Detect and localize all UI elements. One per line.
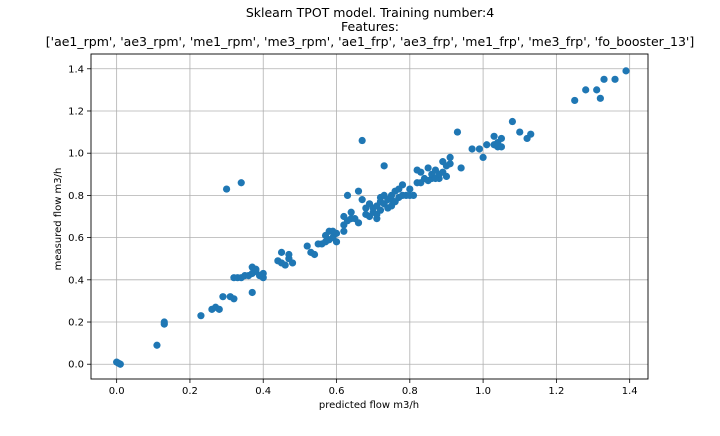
y-axis-label: measured flow m3/h [53, 168, 64, 271]
plot-frame [90, 53, 649, 380]
x-tick-label: 0.4 [255, 386, 271, 397]
y-tick-label: 0.4 [68, 275, 84, 286]
data-point [497, 143, 506, 151]
data-point [153, 341, 161, 349]
data-point [622, 67, 630, 75]
data-point [446, 153, 454, 162]
data-point [571, 96, 579, 105]
data-point [409, 191, 418, 199]
data-point [285, 250, 293, 259]
data-point [468, 145, 476, 153]
data-point [197, 312, 205, 320]
y-tick-label: 0.2 [68, 318, 84, 329]
data-point [288, 259, 297, 267]
data-point [281, 261, 289, 269]
data-point [222, 185, 231, 193]
data-point [442, 172, 451, 181]
x-tick-label: 1.4 [622, 386, 638, 397]
chart-title-line-3: ['ae1_rpm', 'ae3_rpm', 'me1_rpm', 'me3_r… [46, 34, 695, 49]
data-point [277, 248, 286, 256]
data-point [248, 288, 256, 297]
data-point [424, 164, 432, 172]
x-tick-label: 0.0 [109, 386, 125, 397]
data-point [303, 242, 311, 250]
data-point [332, 238, 341, 246]
data-point [380, 162, 388, 170]
data-point [453, 128, 462, 136]
grid [91, 54, 648, 379]
data-point [516, 128, 524, 136]
x-tick-label: 1.2 [548, 386, 564, 397]
data-point [527, 130, 535, 138]
data-point [593, 86, 601, 94]
y-axis-ticks: 0.0 0.2 0.4 0.6 0.8 1.0 1.2 1.4 [68, 64, 91, 371]
data-point [596, 94, 604, 102]
data-point [582, 86, 590, 94]
data-point [219, 293, 227, 301]
chart-title-line-2: Features: [341, 19, 399, 34]
y-tick-label: 1.0 [68, 149, 84, 160]
y-tick-label: 1.2 [68, 106, 84, 117]
data-point [398, 181, 407, 189]
data-point [358, 196, 366, 204]
data-point [417, 168, 425, 176]
data-points [113, 67, 630, 368]
data-point [446, 160, 454, 168]
x-tick-label: 0.6 [329, 386, 345, 397]
y-tick-label: 0.0 [68, 360, 84, 371]
data-point [343, 191, 352, 199]
x-axis-ticks: 0.0 0.2 0.4 0.6 0.8 1.0 1.2 1.4 [109, 379, 638, 397]
chart-title-line-1: Sklearn TPOT model. Training number:4 [246, 5, 494, 20]
y-tick-label: 1.4 [68, 64, 84, 75]
data-point [347, 208, 355, 216]
data-point [354, 187, 363, 195]
data-point [611, 75, 619, 83]
data-point [237, 179, 245, 187]
data-point [310, 250, 319, 259]
data-point [329, 227, 337, 235]
data-point [230, 295, 238, 303]
x-axis-label: predicted flow m3/h [319, 400, 419, 411]
data-point [376, 206, 385, 214]
data-point [160, 318, 168, 326]
x-tick-label: 1.0 [475, 386, 491, 397]
data-point [340, 227, 348, 235]
data-point [600, 75, 608, 83]
data-point [252, 265, 260, 273]
y-tick-label: 0.6 [68, 233, 84, 244]
data-point [479, 153, 487, 162]
data-point [490, 132, 498, 140]
data-point [457, 164, 465, 172]
data-point [475, 145, 484, 153]
data-point [358, 136, 366, 145]
x-tick-label: 0.2 [182, 386, 198, 397]
data-point [497, 134, 506, 143]
data-point [406, 185, 414, 193]
data-point [483, 141, 491, 149]
data-point [354, 219, 363, 227]
data-point [259, 269, 267, 278]
data-point [114, 359, 123, 367]
data-point [215, 305, 223, 313]
data-point [508, 117, 517, 126]
x-tick-label: 0.8 [402, 386, 418, 397]
y-tick-label: 0.8 [68, 191, 84, 202]
